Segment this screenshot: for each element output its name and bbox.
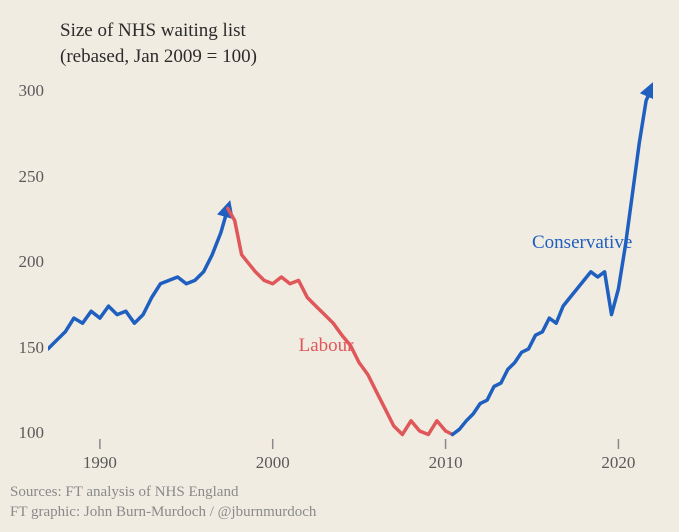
x-tick-2020: 2020: [601, 453, 635, 473]
series-label-conservative: Conservative: [532, 232, 632, 254]
series-label-labour: Labour: [299, 335, 354, 357]
plot-area: [48, 75, 653, 455]
x-tick-2000: 2000: [256, 453, 290, 473]
source-line-2: FT graphic: John Burn-Murdoch / @jburnmu…: [10, 504, 316, 520]
chart-svg: [48, 75, 653, 455]
chart-title: Size of NHS waiting list (rebased, Jan 2…: [60, 18, 257, 69]
source-attribution: Sources: FT analysis of NHS England FT g…: [10, 482, 316, 523]
y-tick-250: 250: [19, 167, 45, 187]
title-line-1: Size of NHS waiting list: [60, 20, 246, 41]
y-tick-300: 300: [19, 81, 45, 101]
x-tick-1990: 1990: [83, 453, 117, 473]
x-tick-2010: 2010: [429, 453, 463, 473]
y-tick-200: 200: [19, 252, 45, 272]
title-line-2: (rebased, Jan 2009 = 100): [60, 46, 257, 67]
source-line-1: Sources: FT analysis of NHS England: [10, 484, 238, 500]
y-tick-150: 150: [19, 338, 45, 358]
nhs-waiting-list-chart: Size of NHS waiting list (rebased, Jan 2…: [0, 0, 679, 532]
y-tick-100: 100: [19, 423, 45, 443]
